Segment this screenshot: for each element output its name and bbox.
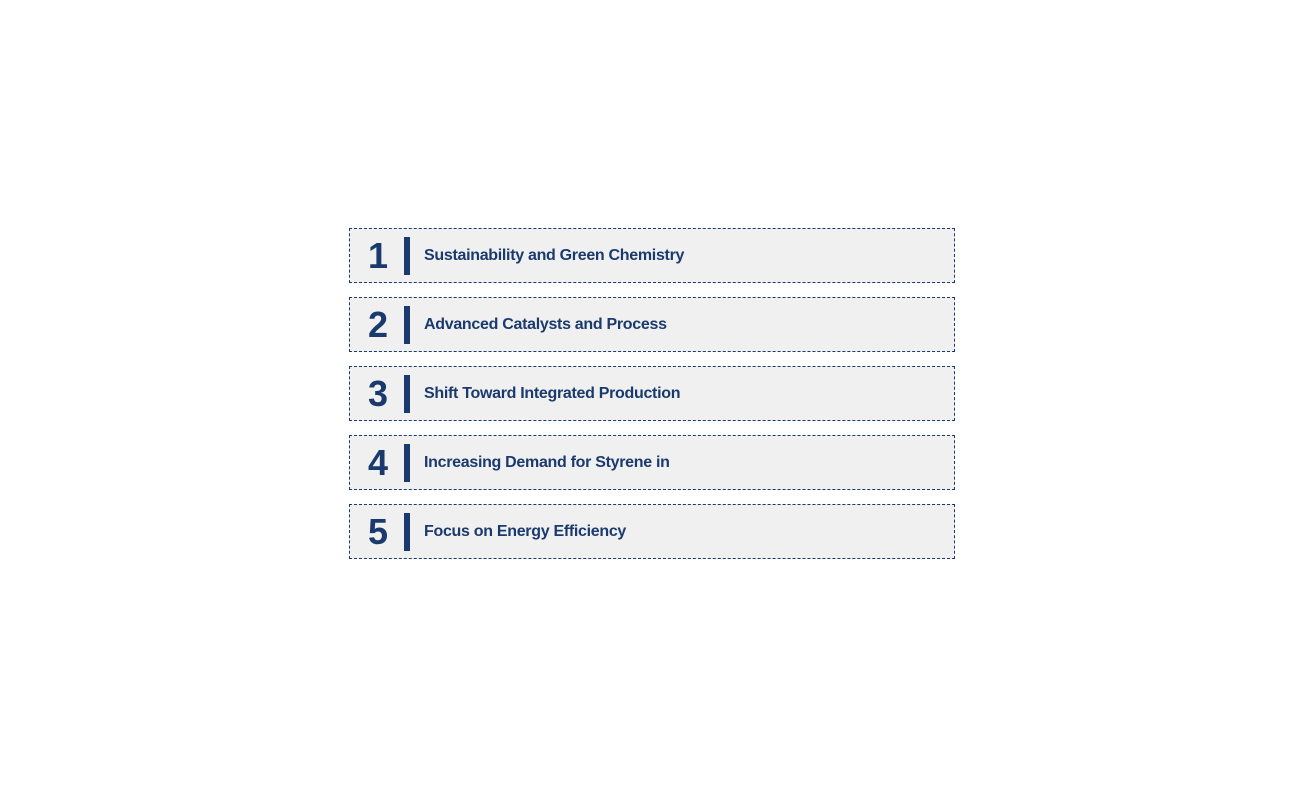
numbered-list: 1 Sustainability and Green Chemistry 2 A… (349, 228, 955, 573)
item-number: 2 (362, 304, 394, 346)
divider-bar (404, 306, 410, 344)
item-number: 3 (362, 373, 394, 415)
list-item: 3 Shift Toward Integrated Production (349, 366, 955, 421)
item-label: Focus on Energy Efficiency (424, 523, 626, 541)
item-label: Sustainability and Green Chemistry (424, 247, 684, 265)
item-number: 1 (362, 235, 394, 277)
item-number: 5 (362, 511, 394, 553)
divider-bar (404, 513, 410, 551)
list-item: 5 Focus on Energy Efficiency (349, 504, 955, 559)
list-item: 4 Increasing Demand for Styrene in (349, 435, 955, 490)
divider-bar (404, 375, 410, 413)
item-number: 4 (362, 442, 394, 484)
list-item: 1 Sustainability and Green Chemistry (349, 228, 955, 283)
divider-bar (404, 237, 410, 275)
item-label: Shift Toward Integrated Production (424, 385, 680, 403)
item-label: Advanced Catalysts and Process (424, 316, 667, 334)
list-item: 2 Advanced Catalysts and Process (349, 297, 955, 352)
divider-bar (404, 444, 410, 482)
item-label: Increasing Demand for Styrene in (424, 454, 670, 472)
